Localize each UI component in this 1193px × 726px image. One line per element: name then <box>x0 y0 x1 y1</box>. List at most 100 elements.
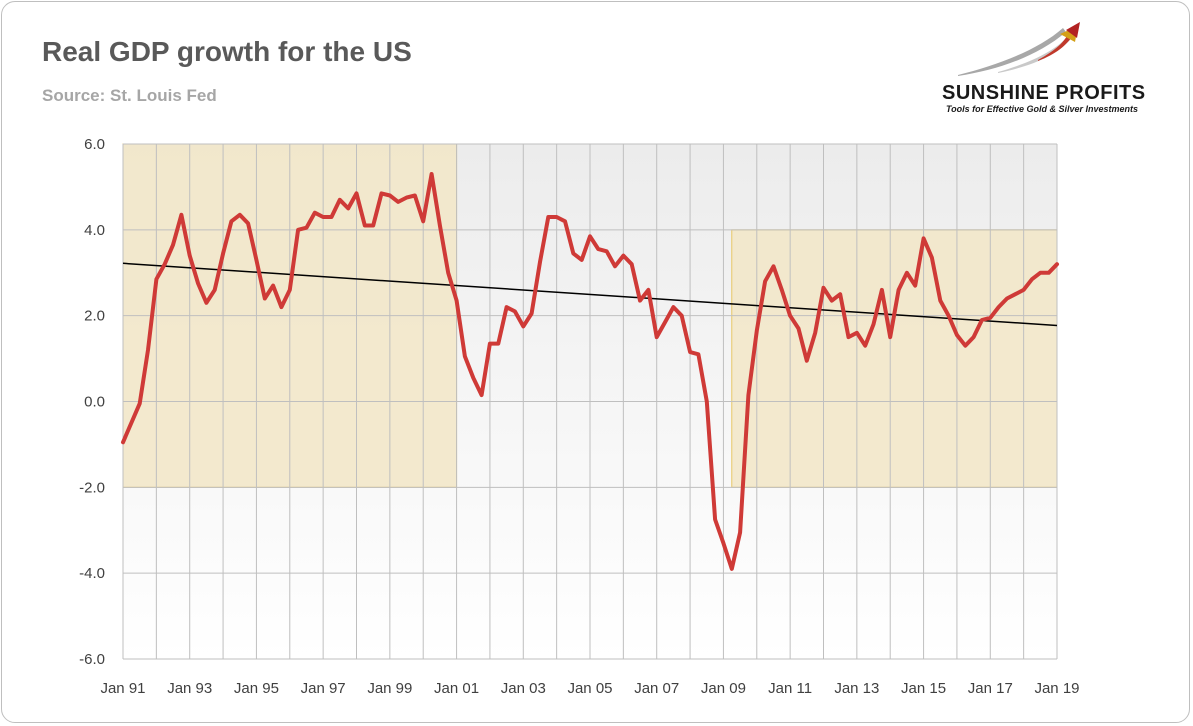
data-point <box>247 222 250 225</box>
data-point <box>513 310 516 313</box>
data-point <box>338 198 341 201</box>
x-tick-label: Jan 03 <box>501 680 546 697</box>
data-point <box>297 228 300 231</box>
data-point <box>964 344 967 347</box>
y-tick-label: -2.0 <box>79 479 105 496</box>
data-point <box>614 265 617 268</box>
data-point <box>1005 297 1008 300</box>
data-point <box>238 213 241 216</box>
x-tick-label: Jan 93 <box>167 680 212 697</box>
data-point <box>1030 278 1033 281</box>
data-point <box>689 351 692 354</box>
data-point <box>147 349 150 352</box>
data-point <box>538 261 541 264</box>
data-point <box>839 293 842 296</box>
data-point <box>222 252 225 255</box>
data-point <box>280 306 283 309</box>
data-point <box>997 306 1000 309</box>
data-point <box>563 220 566 223</box>
data-point <box>438 224 441 227</box>
data-point <box>655 336 658 339</box>
data-point <box>347 207 350 210</box>
data-point <box>197 282 200 285</box>
data-point <box>980 318 983 321</box>
data-point <box>130 421 133 424</box>
data-point <box>363 224 366 227</box>
data-point <box>447 271 450 274</box>
data-point <box>580 258 583 261</box>
data-point <box>872 323 875 326</box>
data-point <box>664 321 667 324</box>
data-point <box>830 299 833 302</box>
data-point <box>805 359 808 362</box>
x-tick-label: Jan 11 <box>768 680 812 697</box>
data-point <box>855 331 858 334</box>
data-point <box>897 288 900 291</box>
data-point <box>822 286 825 289</box>
data-point <box>372 224 375 227</box>
data-point <box>972 336 975 339</box>
data-point <box>889 336 892 339</box>
data-point <box>313 211 316 214</box>
sunshine-profits-logo-icon <box>958 22 1080 76</box>
data-point <box>922 237 925 240</box>
data-point <box>864 344 867 347</box>
data-point <box>138 402 141 405</box>
data-point <box>764 280 767 283</box>
data-point <box>597 248 600 251</box>
data-point <box>213 288 216 291</box>
x-tick-label: Jan 97 <box>301 680 346 697</box>
data-point <box>939 299 942 302</box>
data-point <box>747 394 750 397</box>
data-point <box>630 263 633 266</box>
data-point <box>122 441 125 444</box>
data-point <box>430 173 433 176</box>
y-tick-label: -6.0 <box>79 651 105 668</box>
data-point <box>705 400 708 403</box>
data-point <box>780 288 783 291</box>
data-point <box>880 288 883 291</box>
data-point <box>180 213 183 216</box>
x-tick-label: Jan 91 <box>100 680 145 697</box>
data-point <box>555 215 558 218</box>
data-point <box>672 306 675 309</box>
data-point <box>647 288 650 291</box>
shaded-region-2 <box>731 229 1058 488</box>
x-tick-label: Jan 95 <box>234 680 279 697</box>
data-point <box>397 200 400 203</box>
data-point <box>380 192 383 195</box>
logo-tagline: Tools for Effective Gold & Silver Invest… <box>946 104 1139 114</box>
data-point <box>172 243 175 246</box>
data-point <box>388 194 391 197</box>
data-point <box>530 312 533 315</box>
y-tick-label: 2.0 <box>84 308 105 325</box>
data-point <box>1047 271 1050 274</box>
data-point <box>463 355 466 358</box>
data-point <box>930 256 933 259</box>
data-point <box>497 342 500 345</box>
data-point <box>505 306 508 309</box>
data-point <box>472 376 475 379</box>
x-tick-label: Jan 15 <box>901 680 946 697</box>
data-point <box>947 314 950 317</box>
data-point <box>547 215 550 218</box>
data-point <box>163 263 166 266</box>
data-point <box>322 215 325 218</box>
data-point <box>789 314 792 317</box>
data-point <box>255 258 258 261</box>
data-point <box>263 297 266 300</box>
data-point <box>330 215 333 218</box>
logo-name: SUNSHINE PROFITS <box>942 82 1146 104</box>
data-point <box>205 301 208 304</box>
y-tick-label: 0.0 <box>84 394 105 411</box>
data-point <box>955 333 958 336</box>
data-point <box>455 299 458 302</box>
x-tick-label: Jan 09 <box>701 680 746 697</box>
x-tick-label: Jan 17 <box>968 680 1013 697</box>
data-point <box>722 542 725 545</box>
data-point <box>589 235 592 238</box>
x-tick-label: Jan 07 <box>634 680 679 697</box>
data-point <box>413 194 416 197</box>
data-point <box>755 329 758 332</box>
gdp-growth-line <box>121 172 1059 571</box>
